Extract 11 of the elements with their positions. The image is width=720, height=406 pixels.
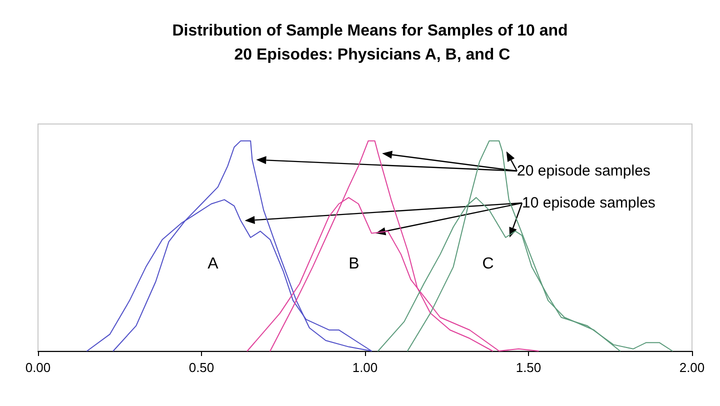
annotation: C xyxy=(482,256,494,272)
annotation: 20 episode samples xyxy=(517,162,650,180)
annotation: A xyxy=(208,256,219,272)
x-tick-label: 0.00 xyxy=(25,360,51,375)
x-tick-label: 1.00 xyxy=(352,360,378,375)
x-tick-label: 0.50 xyxy=(188,360,214,375)
x-tick-label: 2.00 xyxy=(679,360,705,375)
x-tick-label: 1.50 xyxy=(516,360,542,375)
annotation: 10 episode samples xyxy=(522,194,656,212)
annotation: B xyxy=(348,256,360,272)
chart-title: Distribution of Sample Means for Samples of 10 and 20 Episodes: Physicians A, B, and C xyxy=(172,22,568,64)
